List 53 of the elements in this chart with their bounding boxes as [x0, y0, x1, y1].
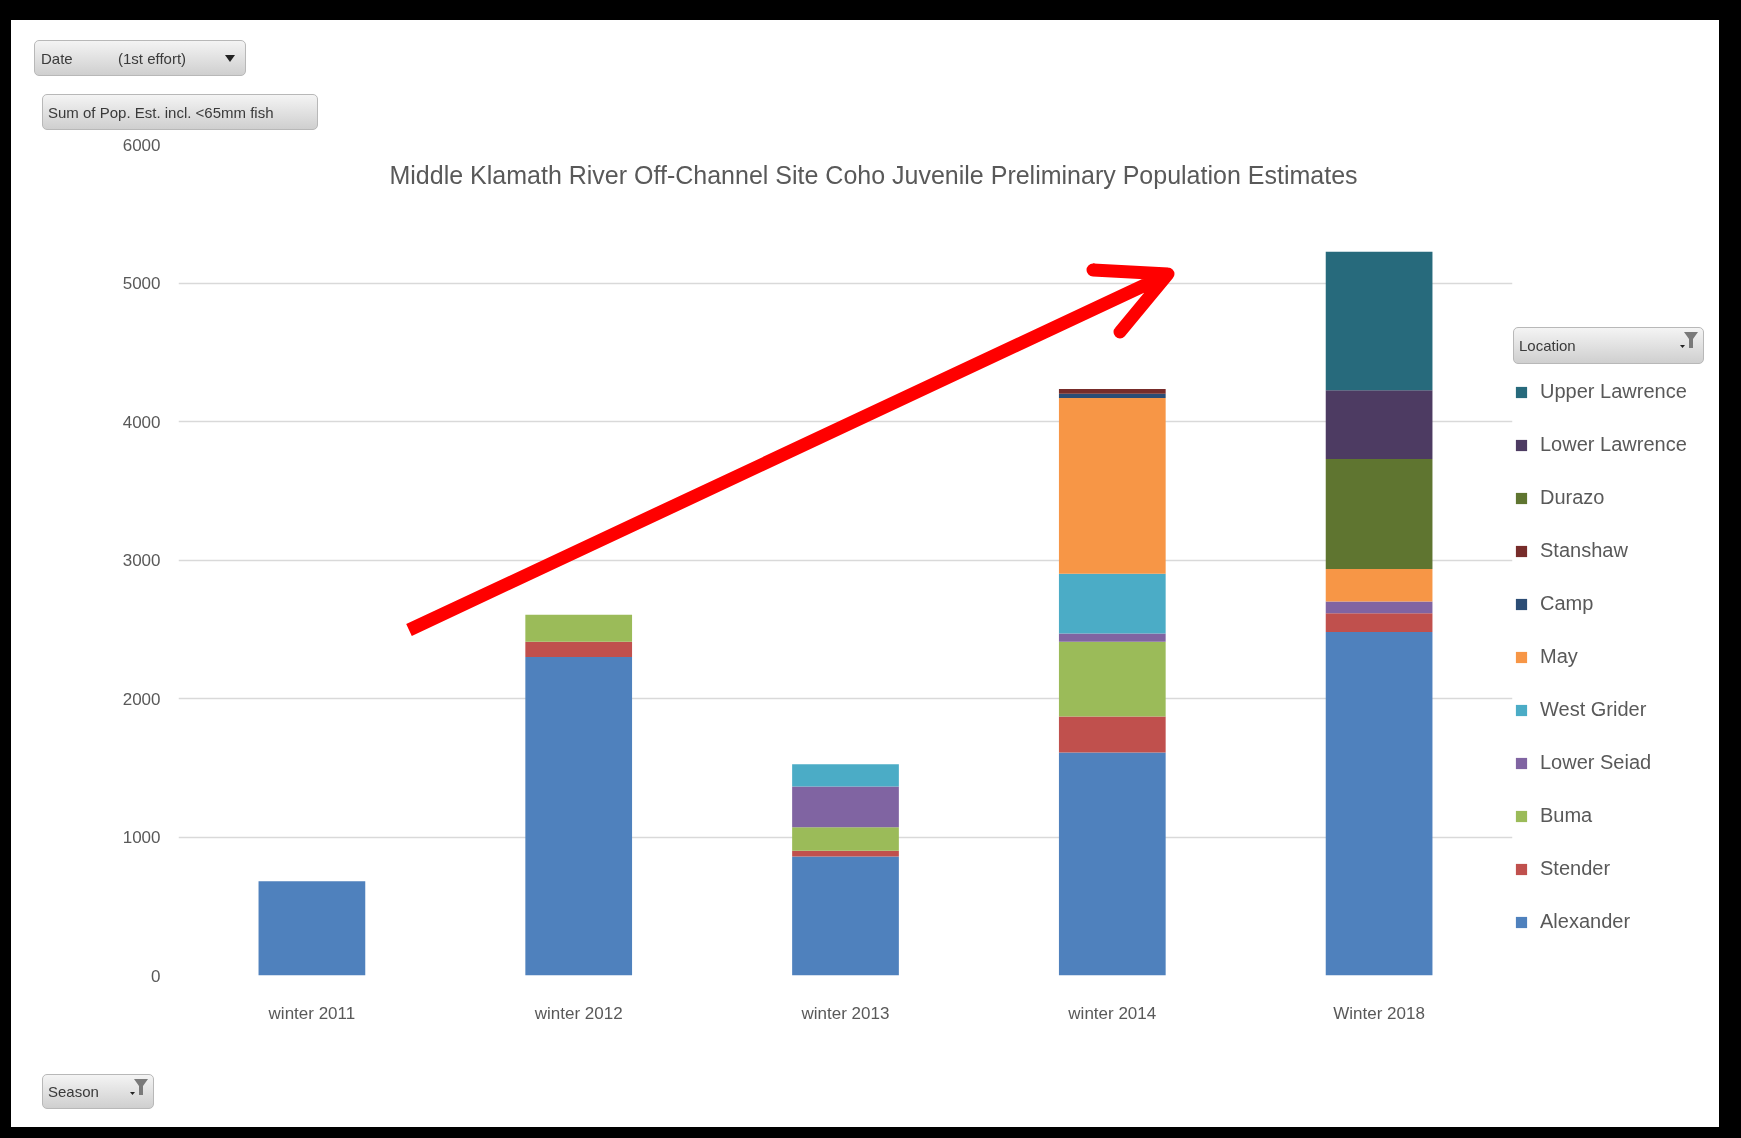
legend-label: Lower Lawrence [1540, 433, 1687, 456]
bar [1325, 251, 1433, 391]
bar [792, 764, 899, 787]
text: Middle Klamath River Off-Channel Site Coho Juvenile Preliminary Population Estimates [389, 161, 1358, 190]
y-tick-label: 6000 [122, 135, 161, 155]
y-tick-label: 1000 [122, 828, 161, 847]
x-tick-label: winter 2011 [267, 1003, 356, 1023]
bar [1325, 390, 1433, 459]
legend-label: Buma [1540, 804, 1593, 827]
bar [1325, 613, 1433, 633]
bar [1058, 573, 1166, 634]
y-tick-label: 2000 [122, 689, 161, 709]
bar [792, 856, 899, 976]
bar [1325, 632, 1433, 976]
bar [792, 827, 899, 851]
legend-label: Upper Lawrence [1540, 380, 1687, 403]
legend-label: Stender [1540, 857, 1611, 880]
bar [792, 786, 899, 828]
x-tick-label: Winter 2018 [1333, 1003, 1425, 1023]
legend-label: Lower Seiad [1540, 751, 1652, 774]
bar [525, 614, 633, 642]
text: (1st effort) [118, 49, 187, 67]
bar [258, 881, 366, 976]
y-axis-title: Sum of Pop. Est. incl. <65mm fish [42, 94, 318, 130]
bar [1325, 458, 1433, 569]
text: Date [41, 49, 73, 67]
legend-label: West Grider [1540, 698, 1647, 721]
x-tick-label: winter 2014 [1067, 1003, 1157, 1023]
legend-title: Location [1513, 327, 1704, 364]
legend-label: Alexander [1540, 910, 1631, 933]
bar [1325, 569, 1433, 602]
bar [1058, 397, 1166, 574]
y-tick-label: 4000 [122, 412, 161, 432]
bar [1058, 633, 1166, 642]
bar [525, 656, 633, 976]
bar [792, 850, 899, 857]
x-tick-label: winter 2013 [800, 1003, 890, 1023]
bar [1058, 393, 1166, 398]
bar [525, 641, 633, 657]
y-tick-label: 3000 [122, 551, 161, 570]
y-tick-label: 0 [151, 966, 161, 986]
x-axis-title: Season [42, 1074, 154, 1109]
legend-label: May [1540, 645, 1578, 668]
legend-label: Durazo [1540, 486, 1605, 509]
y-tick-label: 5000 [122, 274, 161, 293]
legend-label: Stanshaw [1540, 539, 1628, 562]
legend-label: Camp [1540, 592, 1594, 615]
bar [1325, 601, 1433, 614]
bar [1058, 752, 1166, 976]
bar [1058, 388, 1166, 394]
x-tick-label: winter 2012 [533, 1003, 623, 1023]
bar [1058, 641, 1166, 717]
bar [1058, 716, 1166, 753]
